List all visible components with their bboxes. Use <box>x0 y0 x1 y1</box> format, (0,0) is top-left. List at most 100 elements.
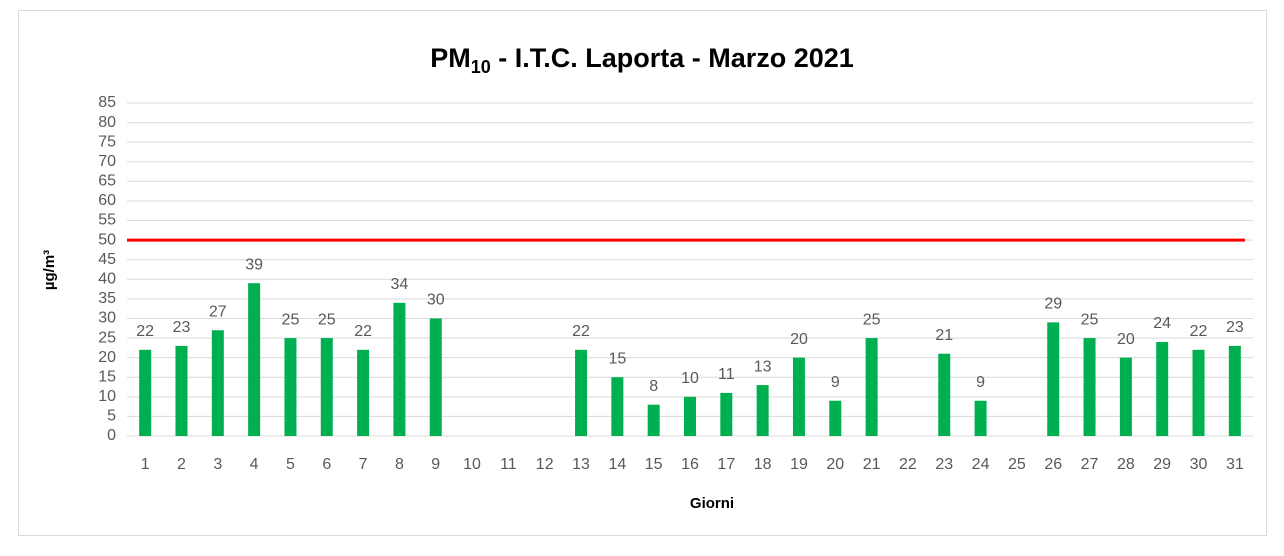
x-tick-label: 24 <box>972 456 990 473</box>
y-tick-label: 20 <box>98 349 116 366</box>
bar <box>720 392 733 436</box>
data-label: 29 <box>1044 296 1062 313</box>
data-label: 22 <box>354 323 372 340</box>
data-label: 22 <box>1190 323 1208 340</box>
data-label: 23 <box>1226 319 1244 336</box>
y-tick-label: 5 <box>107 408 116 425</box>
x-tick-label: 6 <box>322 456 331 473</box>
x-axis-label: Giorni <box>690 495 734 512</box>
x-tick-label: 16 <box>681 456 699 473</box>
data-label: 9 <box>831 374 840 391</box>
data-label: 13 <box>754 358 772 375</box>
data-label: 11 <box>718 366 735 383</box>
x-tick-label: 20 <box>826 456 844 473</box>
y-tick-label: 35 <box>98 290 116 307</box>
x-tick-label: 3 <box>213 456 222 473</box>
bar <box>248 283 261 436</box>
y-tick-label: 50 <box>98 231 116 248</box>
bar <box>756 385 769 436</box>
bar <box>1192 349 1205 436</box>
bar <box>974 400 987 436</box>
bar <box>357 349 370 436</box>
data-label: 9 <box>976 374 985 391</box>
bar <box>1083 338 1096 436</box>
x-tick-label: 27 <box>1081 456 1099 473</box>
bar <box>575 349 588 436</box>
data-label: 39 <box>245 256 263 273</box>
data-label: 22 <box>136 323 154 340</box>
x-tick-label: 9 <box>431 456 440 473</box>
x-tick-label: 14 <box>608 456 626 473</box>
bar <box>320 338 333 436</box>
y-tick-label: 30 <box>98 310 116 327</box>
bar <box>865 338 878 436</box>
data-label: 25 <box>318 311 336 328</box>
x-tick-label: 11 <box>500 456 517 473</box>
bar <box>1156 341 1169 436</box>
title-subscript: 10 <box>471 57 491 77</box>
y-tick-label: 55 <box>98 212 116 229</box>
y-tick-label: 60 <box>98 192 116 209</box>
bar <box>211 330 224 436</box>
x-tick-label: 5 <box>286 456 295 473</box>
x-tick-label: 15 <box>645 456 663 473</box>
x-tick-label: 7 <box>359 456 368 473</box>
x-tick-label: 23 <box>935 456 953 473</box>
bar <box>175 345 188 436</box>
data-label: 20 <box>1117 331 1135 348</box>
chart-title: PM10 - I.T.C. Laporta - Marzo 2021 <box>430 43 854 77</box>
x-tick-label: 4 <box>250 456 259 473</box>
x-tick-label: 30 <box>1190 456 1208 473</box>
bar <box>284 338 297 436</box>
data-label: 34 <box>391 276 409 293</box>
x-tick-label: 8 <box>395 456 404 473</box>
data-label: 24 <box>1153 315 1171 332</box>
x-tick-label: 29 <box>1153 456 1171 473</box>
x-tick-label: 12 <box>536 456 554 473</box>
y-tick-label: 10 <box>98 388 116 405</box>
data-label: 20 <box>790 331 808 348</box>
bar <box>938 353 951 436</box>
bar <box>684 396 696 436</box>
y-tick-label: 80 <box>98 114 116 131</box>
data-label: 8 <box>649 378 658 395</box>
bar <box>393 302 406 436</box>
x-tick-label: 31 <box>1226 456 1244 473</box>
x-tick-label: 28 <box>1117 456 1135 473</box>
x-tick-label: 13 <box>572 456 590 473</box>
bar <box>139 349 152 436</box>
bar <box>1047 322 1060 436</box>
x-tick-label: 10 <box>463 456 481 473</box>
data-label: 22 <box>572 323 590 340</box>
data-label: 21 <box>935 327 953 344</box>
data-label: 10 <box>681 370 699 387</box>
bar <box>792 357 805 436</box>
title-rest: - I.T.C. Laporta - Marzo 2021 <box>491 43 854 73</box>
y-tick-label: 0 <box>107 427 116 444</box>
data-label: 15 <box>608 350 626 367</box>
y-tick-label: 25 <box>98 329 116 346</box>
data-label: 25 <box>282 311 300 328</box>
bar <box>611 377 624 436</box>
x-tick-label: 2 <box>177 456 186 473</box>
x-tick-label: 18 <box>754 456 772 473</box>
y-tick-label: 45 <box>98 251 116 268</box>
x-tick-label: 19 <box>790 456 808 473</box>
bar <box>429 318 442 436</box>
bar <box>1119 357 1132 436</box>
x-tick-label: 21 <box>863 456 881 473</box>
y-axis-label: µg/m³ <box>41 250 58 290</box>
bar <box>647 404 660 436</box>
title-main: PM <box>430 43 471 73</box>
y-tick-label: 65 <box>98 173 116 190</box>
y-tick-label: 70 <box>98 153 116 170</box>
chart-border <box>18 10 1267 536</box>
data-label: 25 <box>863 311 881 328</box>
data-label: 23 <box>173 319 191 336</box>
x-tick-label: 17 <box>717 456 735 473</box>
data-label: 25 <box>1081 311 1099 328</box>
y-tick-label: 15 <box>98 368 116 385</box>
x-tick-label: 26 <box>1044 456 1062 473</box>
y-tick-label: 75 <box>98 133 116 150</box>
